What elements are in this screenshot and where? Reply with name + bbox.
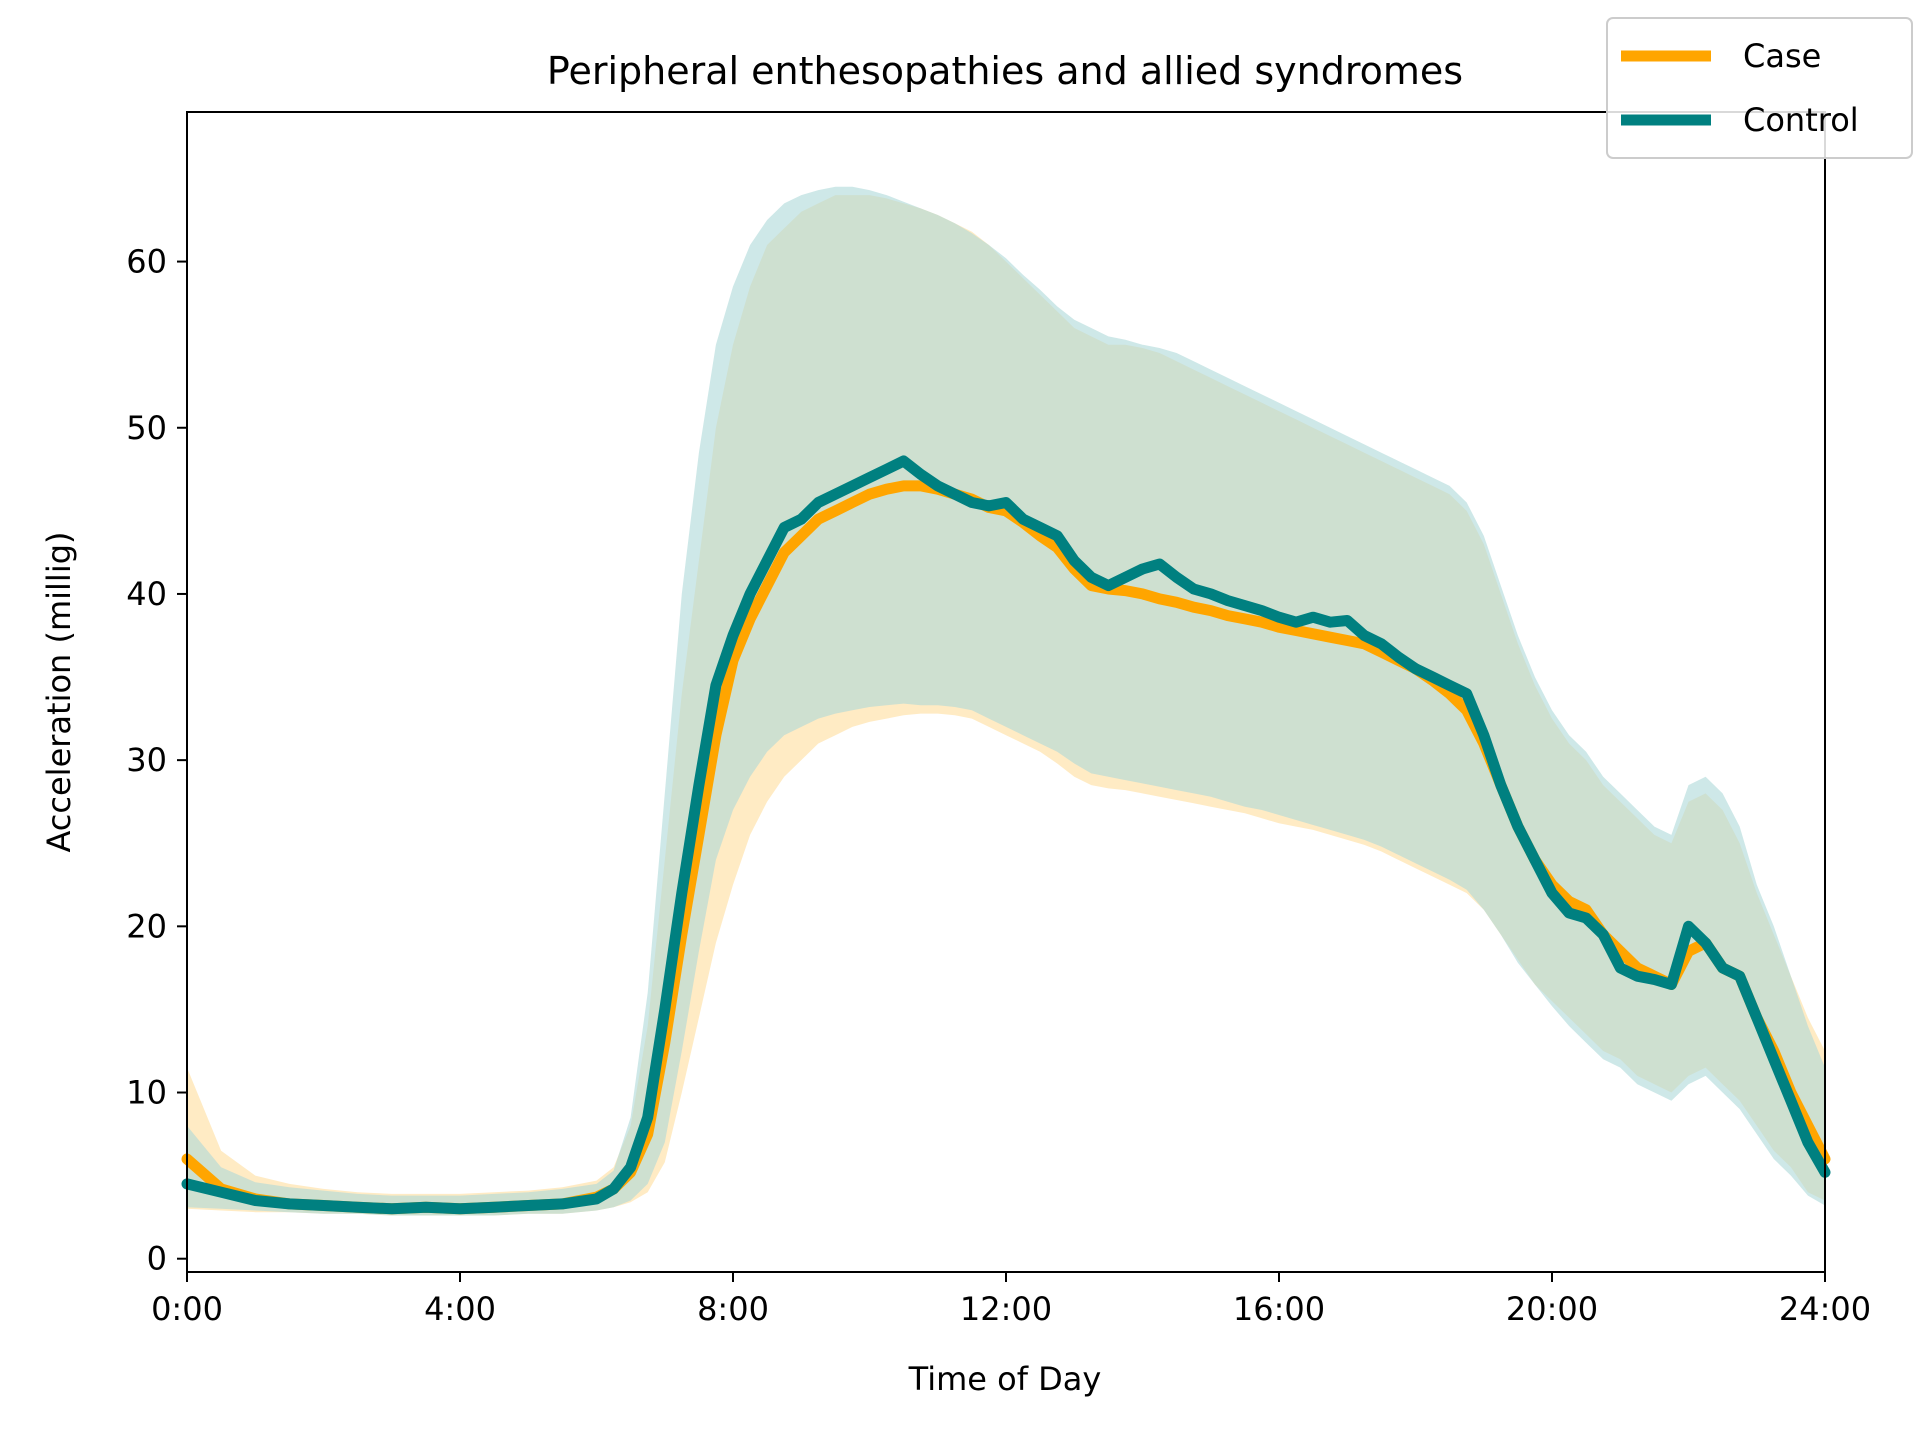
- legend-label-control: Control: [1743, 101, 1859, 139]
- x-axis: 0:00 4:00 8:00 12:00 16:00 20:00 24:00: [151, 1272, 1871, 1328]
- y-tick-label: 40: [126, 575, 167, 613]
- x-axis-label: Time of Day: [908, 1360, 1102, 1398]
- y-axis-label: Acceleration (millig): [40, 531, 78, 852]
- line-control: [181, 455, 1831, 1215]
- y-tick-label: 10: [126, 1074, 167, 1112]
- x-tick-label: 4:00: [424, 1290, 496, 1328]
- y-tick-label: 0: [147, 1240, 167, 1278]
- x-tick-label: 0:00: [151, 1290, 223, 1328]
- y-axis: 0 10 20 30 40 50 60: [126, 243, 187, 1278]
- x-tick-label: 20:00: [1506, 1290, 1598, 1328]
- legend: Case Control: [1606, 17, 1913, 159]
- x-tick-label: 12:00: [960, 1290, 1052, 1328]
- x-tick-label: 8:00: [697, 1290, 769, 1328]
- series-lines: [181, 455, 1831, 1215]
- x-tick-label: 24:00: [1779, 1290, 1871, 1328]
- y-tick-label: 60: [126, 243, 167, 281]
- band-control: [187, 186, 1825, 1216]
- chart-title: Peripheral enthesopathies and allied syn…: [547, 49, 1463, 93]
- x-tick-label: 16:00: [1233, 1290, 1325, 1328]
- y-tick-label: 30: [126, 741, 167, 779]
- legend-label-case: Case: [1743, 37, 1821, 75]
- y-tick-label: 20: [126, 907, 167, 945]
- confidence-bands: [187, 186, 1825, 1216]
- y-tick-label: 50: [126, 409, 167, 447]
